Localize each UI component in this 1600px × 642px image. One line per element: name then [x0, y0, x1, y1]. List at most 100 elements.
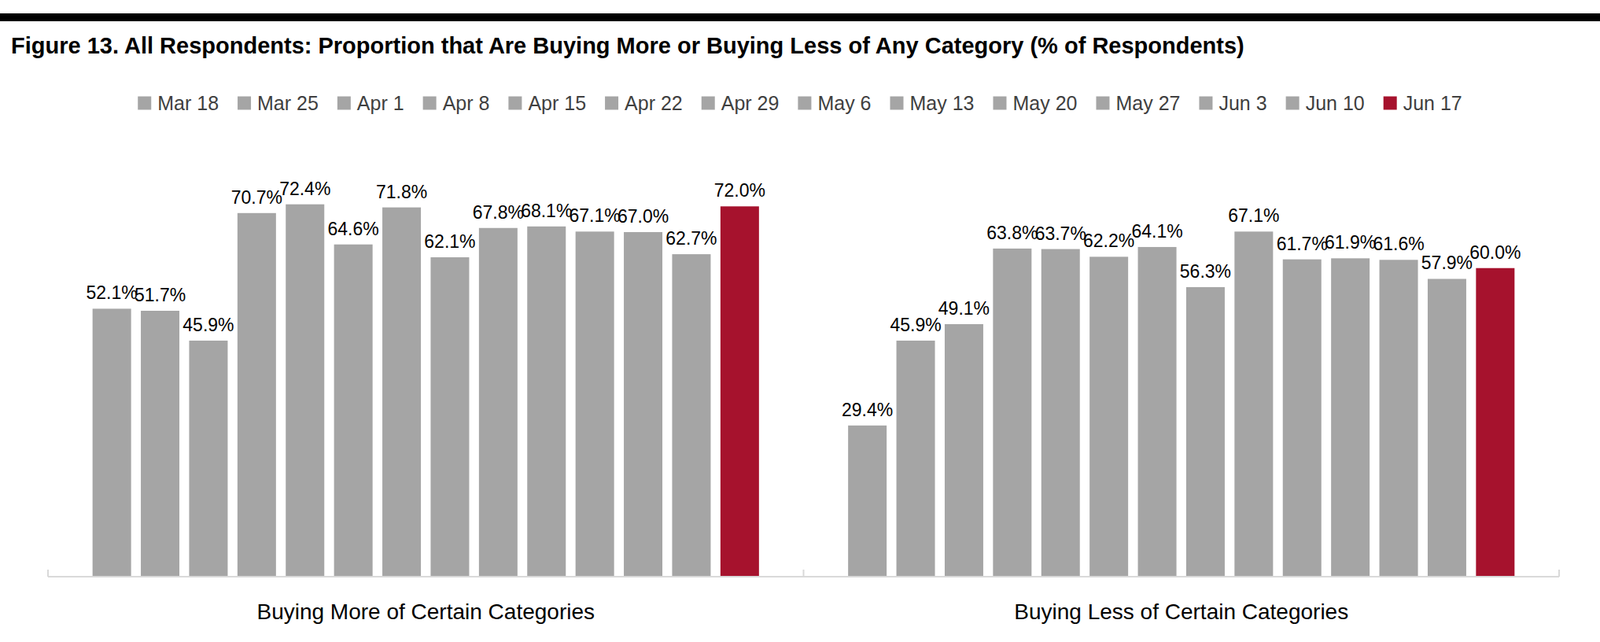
- data-label: 56.3%: [1179, 261, 1232, 282]
- data-label: 49.1%: [938, 298, 990, 319]
- legend-label: May 20: [1012, 92, 1077, 115]
- data-label: 64.1%: [1131, 221, 1183, 242]
- legend-label: Jun 3: [1218, 92, 1267, 115]
- data-label: 62.7%: [665, 228, 717, 249]
- top-rule: [0, 13, 1600, 22]
- legend-item: Jun 17: [1383, 92, 1463, 115]
- bar: [1089, 256, 1129, 577]
- group-separator: [803, 569, 805, 577]
- data-label: 45.9%: [182, 314, 234, 336]
- data-label: 45.9%: [889, 314, 941, 336]
- data-label: 68.1%: [520, 200, 572, 222]
- legend-swatch: [423, 96, 437, 111]
- bar: [1475, 268, 1515, 577]
- legend-item: Jun 3: [1198, 92, 1267, 115]
- legend-item: May 27: [1095, 92, 1180, 115]
- bar: [285, 204, 325, 577]
- x-axis: [47, 569, 1560, 577]
- legend-label: Apr 29: [721, 92, 780, 115]
- title: Figure 13. All Respondents: Proportion t…: [11, 33, 1245, 59]
- legend-item: Apr 22: [604, 92, 683, 115]
- data-label: 62.2%: [1083, 230, 1135, 251]
- legend-label: May 6: [817, 92, 871, 115]
- data-label: 72.0%: [714, 180, 766, 201]
- bar: [188, 340, 228, 577]
- data-labels: 52.1%51.7% 45.9% 70.7%72.4% 64.6% 71.8% 62.1%…: [86, 178, 1522, 421]
- bar: [944, 324, 984, 577]
- legend-label: Apr 15: [527, 92, 587, 115]
- legend-swatch: [508, 96, 522, 111]
- legend-item: Apr 29: [701, 92, 780, 115]
- legend-item: May 13: [890, 92, 975, 115]
- legend-label: May 13: [910, 92, 975, 115]
- category-label: Buying More of Certain Categories: [256, 599, 595, 624]
- data-label: 29.4%: [841, 399, 893, 421]
- bar: [92, 308, 132, 577]
- bar: [896, 340, 936, 577]
- bar: [237, 213, 277, 577]
- data-label: 60.0%: [1469, 242, 1521, 263]
- bar: [1234, 231, 1273, 577]
- data-label: 64.6%: [328, 218, 380, 240]
- bar: [382, 207, 421, 577]
- bar: [575, 231, 615, 577]
- data-label: 61.9%: [1324, 232, 1376, 253]
- legend-swatch: [1095, 96, 1110, 111]
- data-label: 67.0%: [617, 206, 669, 227]
- legend-item: Apr 1: [337, 92, 405, 115]
- legend-label: Apr 22: [624, 92, 683, 115]
- legend-swatch: [701, 96, 716, 111]
- data-label: 67.8%: [472, 202, 524, 223]
- bar: [847, 425, 887, 577]
- legend-swatch: [237, 96, 251, 111]
- data-label: 52.1%: [86, 282, 138, 303]
- data-label: 67.1%: [569, 205, 621, 226]
- group-separator: [1558, 569, 1560, 577]
- legend-swatch: [1286, 96, 1300, 111]
- data-label: 57.9%: [1421, 252, 1473, 273]
- legend-item: May 6: [797, 92, 871, 115]
- bar: [1379, 259, 1419, 577]
- data-label: 63.8%: [986, 222, 1038, 244]
- chart: Figure 13. All Respondents: Proportion t…: [0, 0, 1600, 642]
- bar: [623, 232, 663, 577]
- legend-label: Jun 10: [1305, 92, 1365, 115]
- legend-label: May 27: [1115, 92, 1180, 115]
- data-label: 70.7%: [231, 187, 283, 208]
- legend-label: Mar 18: [157, 92, 219, 115]
- data-label: 71.8%: [376, 181, 428, 203]
- data-label: 62.1%: [423, 231, 476, 252]
- legend-label: Jun 17: [1403, 92, 1463, 115]
- bar: [1186, 287, 1225, 577]
- bars: [92, 204, 1516, 577]
- legend-swatch: [1198, 96, 1213, 111]
- legend-label: Mar 25: [257, 92, 319, 115]
- legend: Mar 18 Mar 25 Apr 1 Apr 8 Apr 15 Apr 22 Apr 29…: [137, 92, 1463, 115]
- group-separator: [47, 569, 49, 577]
- bar: [527, 226, 566, 577]
- legend-item: Apr 15: [508, 92, 587, 115]
- legend-item: Mar 25: [237, 92, 319, 115]
- legend-swatch: [890, 96, 904, 111]
- legend-item: May 20: [992, 92, 1077, 115]
- bar: [992, 248, 1032, 577]
- legend-swatch: [604, 96, 619, 111]
- data-label: 51.7%: [134, 284, 186, 306]
- bar: [430, 257, 469, 577]
- bar: [1138, 247, 1177, 577]
- bar: [334, 244, 373, 577]
- bar: [1282, 259, 1322, 577]
- data-label: 67.1%: [1227, 205, 1280, 226]
- category-label: Buying Less of Certain Categories: [1013, 599, 1349, 624]
- bar: [720, 206, 760, 577]
- legend-label: Apr 8: [442, 92, 491, 115]
- legend-label: Apr 1: [357, 92, 405, 115]
- legend-swatch: [797, 96, 812, 111]
- legend-swatch: [337, 96, 351, 111]
- data-label: 72.4%: [279, 178, 331, 200]
- legend-item: Apr 8: [423, 92, 491, 115]
- bar: [1330, 258, 1370, 577]
- bar: [1427, 278, 1467, 577]
- data-label: 61.6%: [1372, 233, 1424, 255]
- data-label: 63.7%: [1035, 223, 1087, 244]
